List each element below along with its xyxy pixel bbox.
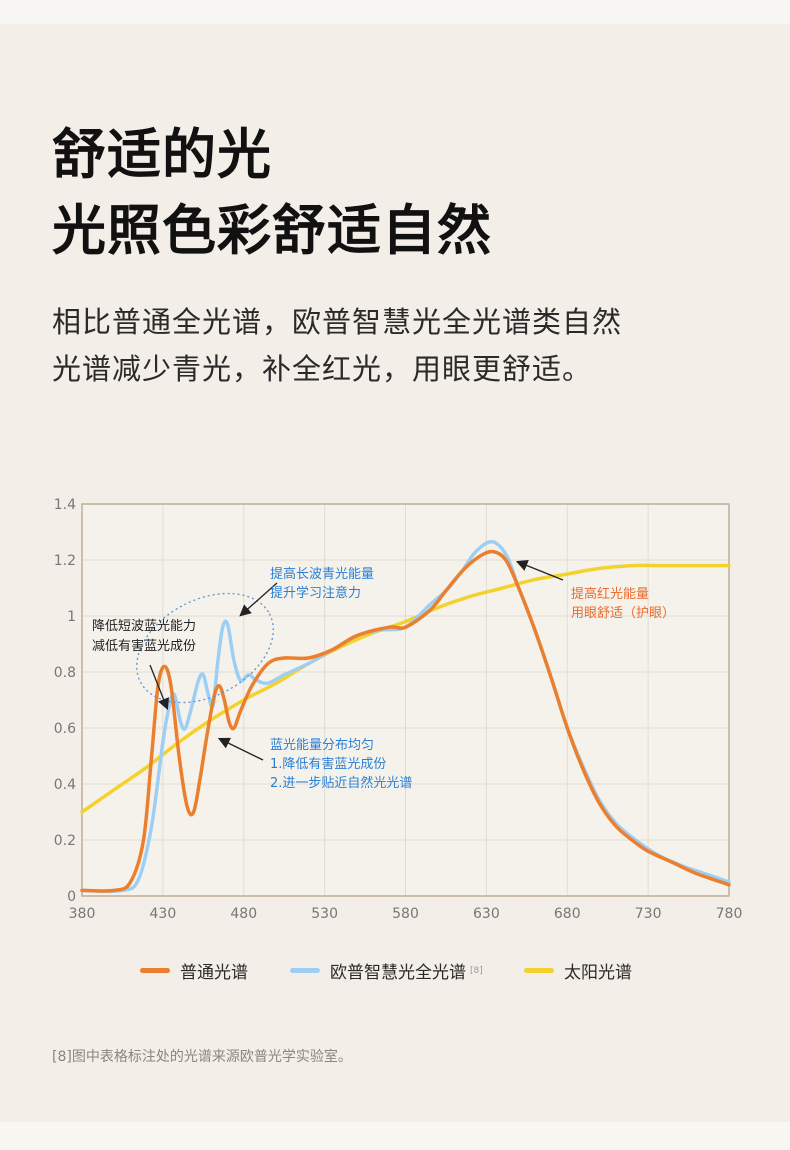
x-tick-label: 380 bbox=[69, 906, 96, 922]
footnote: [8]图中表格标注处的光谱来源欧普光学实验室。 bbox=[52, 1049, 352, 1065]
series-line-sun bbox=[80, 563, 731, 814]
annotation-long-blue: 提高长波青光能量提升学习注意力 bbox=[270, 566, 374, 601]
annotation-arrow bbox=[217, 737, 264, 761]
legend-label-sun: 太阳光谱 bbox=[564, 963, 632, 983]
y-tick-label: 0.6 bbox=[54, 721, 76, 737]
legend-swatch-opple bbox=[290, 968, 320, 973]
subtitle-line1: 相比普通全光谱，欧普智慧光全光谱类自然 bbox=[52, 305, 623, 339]
annotation-short-blue: 降低短波蓝光能力减低有害蓝光成份 bbox=[92, 619, 196, 654]
x-tick-label: 680 bbox=[554, 906, 581, 922]
legend-reference-mark: [8] bbox=[470, 965, 483, 976]
x-tick-label: 580 bbox=[392, 906, 419, 922]
series-line-normal bbox=[80, 549, 731, 893]
y-tick-label: 0 bbox=[67, 889, 76, 905]
x-tick-label: 530 bbox=[311, 906, 338, 922]
y-tick-label: 1.4 bbox=[54, 497, 76, 513]
page-title-line1: 舒适的光 bbox=[52, 123, 272, 186]
x-tick-label: 630 bbox=[473, 906, 500, 922]
legend-swatch-sun bbox=[524, 968, 554, 973]
annotation-arrow bbox=[239, 582, 278, 617]
legend-item-sun: 太阳光谱 bbox=[524, 958, 632, 983]
x-tick-label: 430 bbox=[150, 906, 177, 922]
y-tick-label: 1.2 bbox=[54, 553, 76, 569]
annotation-arrow bbox=[149, 664, 169, 711]
y-tick-label: 0.4 bbox=[54, 777, 76, 793]
legend-label-opple: 欧普智慧光全光谱 bbox=[330, 963, 466, 983]
y-tick-label: 1 bbox=[67, 609, 76, 625]
legend-label-normal: 普通光谱 bbox=[180, 963, 248, 983]
x-tick-label: 780 bbox=[716, 906, 743, 922]
x-tick-label: 480 bbox=[230, 906, 257, 922]
x-tick-label: 730 bbox=[635, 906, 662, 922]
annotation-red: 提高红光能量用眼舒适（护眼） bbox=[571, 586, 675, 621]
y-tick-label: 0.8 bbox=[54, 665, 76, 681]
plot-frame bbox=[81, 503, 730, 897]
spectrum-chart: 380 430 480 530 580 630 680 730 780 0 0.2 0.4 0.6 0.8… bbox=[54, 497, 743, 922]
legend-swatch-normal bbox=[140, 968, 170, 973]
legend-item-opple: 欧普智慧光全光谱 [8] bbox=[290, 958, 483, 983]
annotation-arrow bbox=[515, 560, 564, 581]
y-tick-label: 0.2 bbox=[54, 833, 76, 849]
legend-item-normal: 普通光谱 bbox=[140, 958, 248, 983]
annotation-even-blue: 蓝光能量分布均匀 1.降低有害蓝光成份 2.进一步贴近自然光光谱 bbox=[270, 738, 412, 791]
subtitle-line2: 光谱减少青光，补全红光，用眼更舒适。 bbox=[52, 352, 593, 386]
highlight-ellipse bbox=[136, 592, 274, 704]
page-title-line2: 光照色彩舒适自然 bbox=[52, 199, 492, 262]
